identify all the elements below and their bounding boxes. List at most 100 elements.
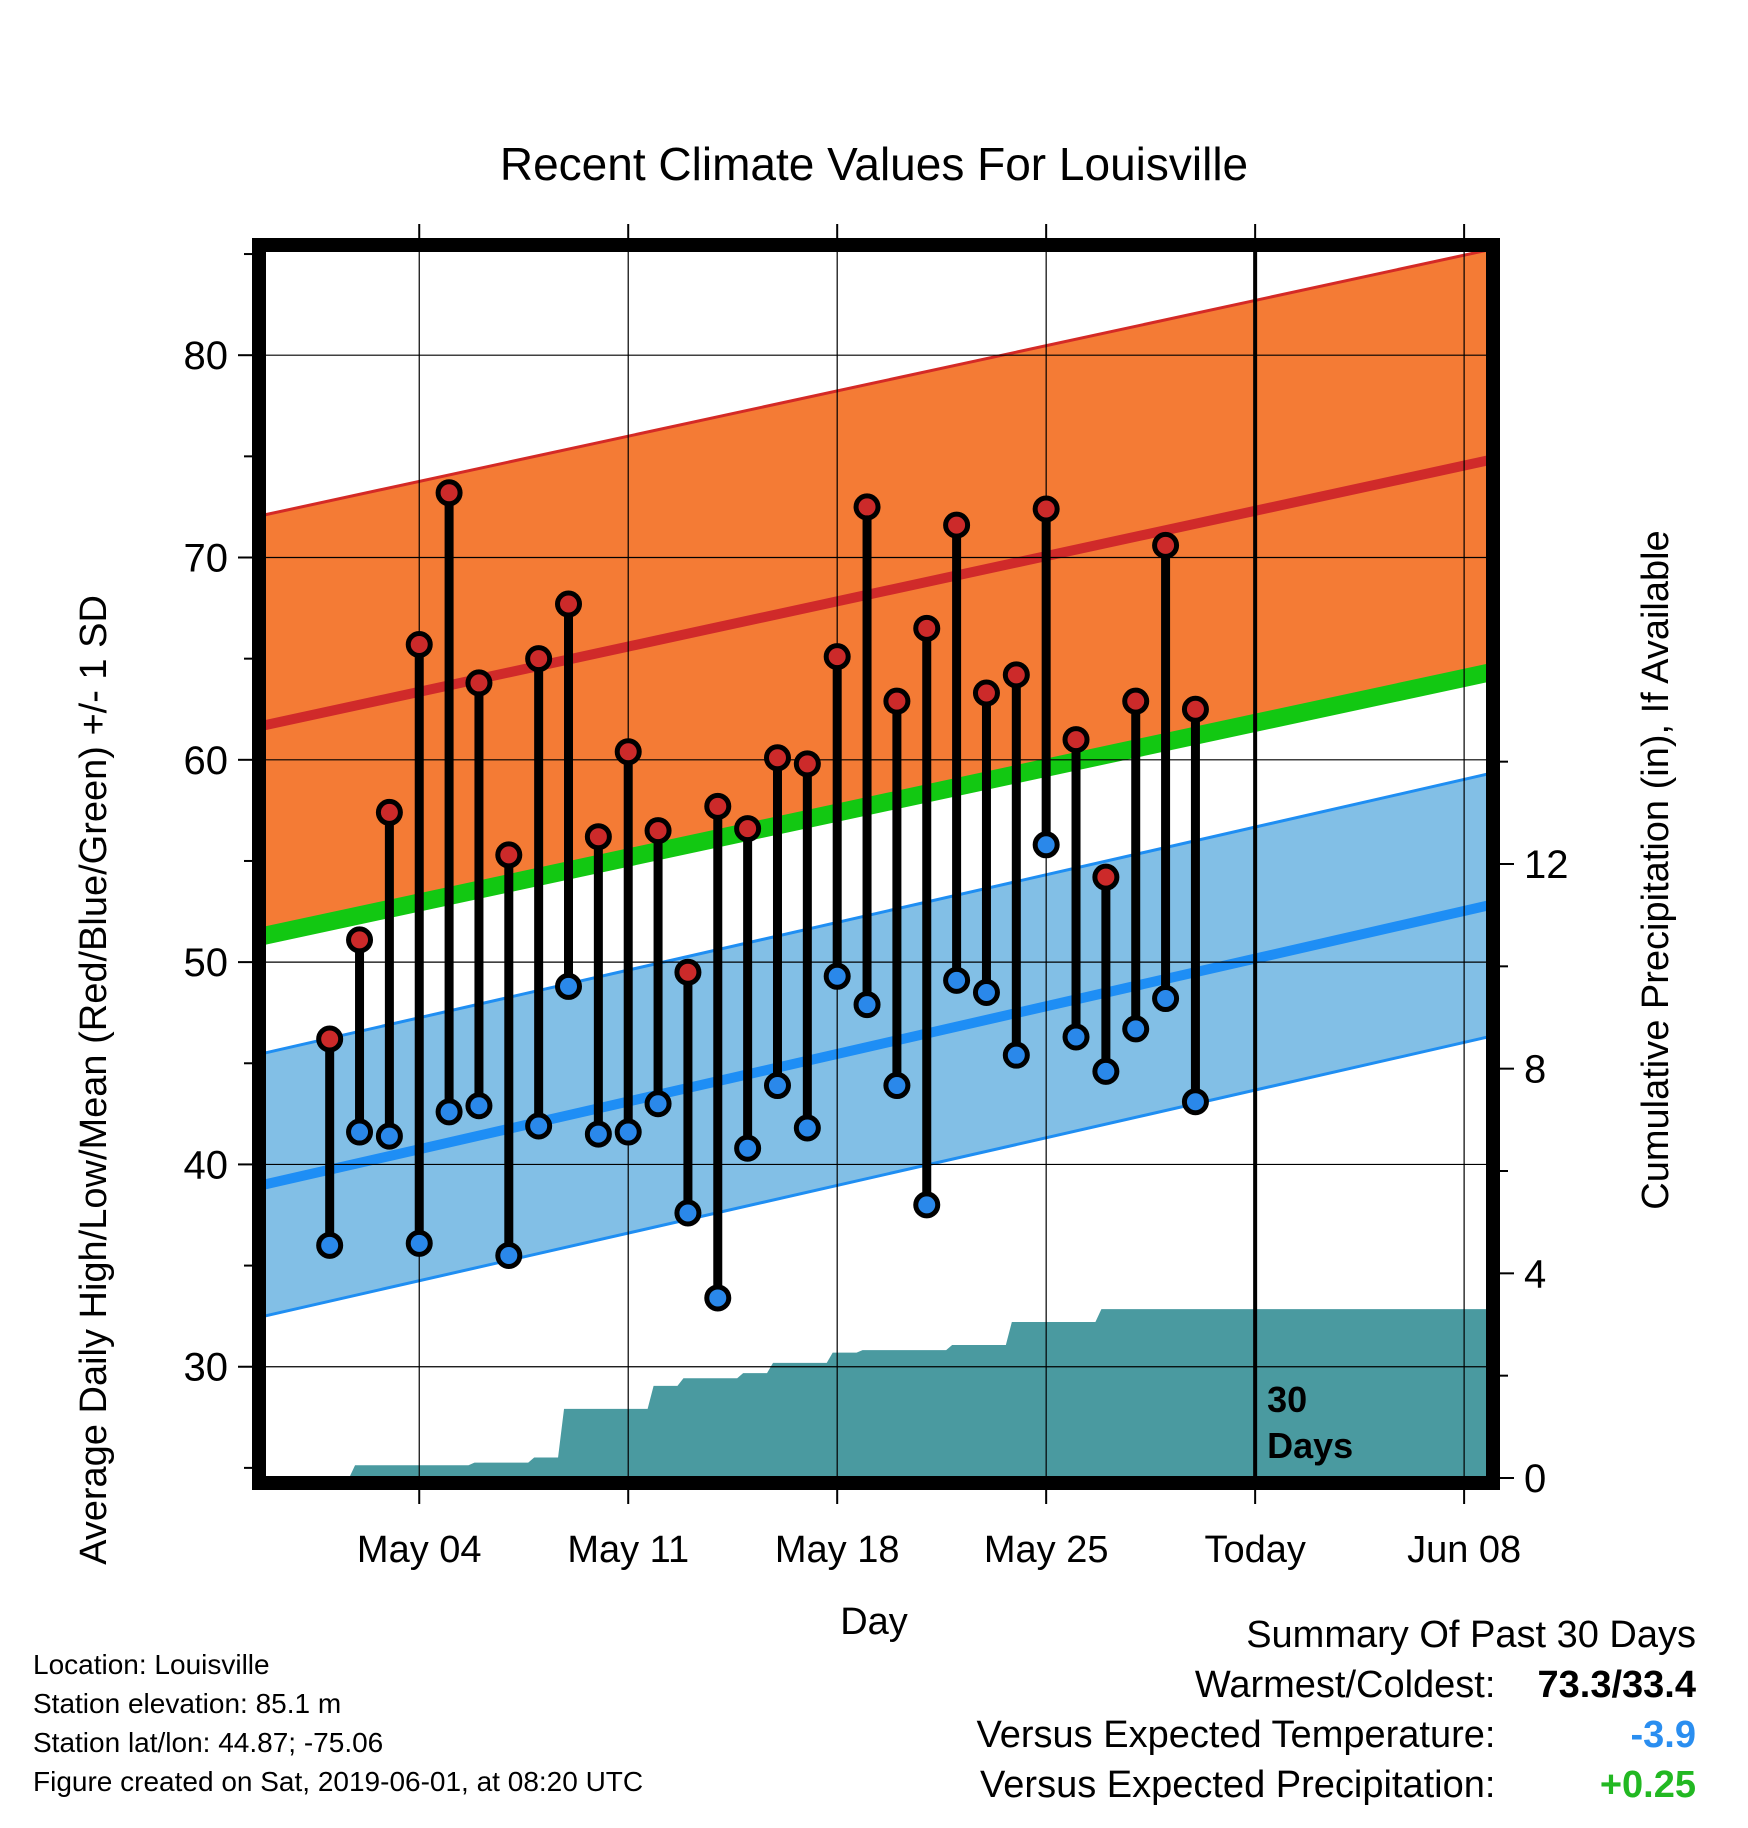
summary-temp-row: Versus Expected Temperature: -3.9 <box>977 1710 1696 1760</box>
plot-area: 30 Days 30 40 50 60 70 80 0 4 8 12 May 04 May 11 May 1… <box>184 224 1569 1571</box>
x-tick-label: May 18 <box>775 1529 900 1571</box>
high-point <box>346 926 374 954</box>
low-point <box>316 1231 344 1259</box>
high-point <box>883 687 911 715</box>
high-point <box>1062 726 1090 754</box>
high-upper-edge <box>263 248 1489 517</box>
elevation-text: Station elevation: 85.1 m <box>33 1688 342 1719</box>
high-point <box>435 479 463 507</box>
high-point <box>1181 695 1209 723</box>
low-point <box>883 1072 911 1100</box>
today-days-label: 30 <box>1267 1379 1307 1420</box>
high-point <box>644 817 672 845</box>
y2-tick-label: 4 <box>1524 1252 1546 1296</box>
x-tick-label: May 11 <box>567 1529 689 1571</box>
location-text: Location: Louisville <box>33 1649 270 1680</box>
x-tick-label: Jun 08 <box>1407 1529 1521 1571</box>
high-point <box>823 643 851 671</box>
plot-frame <box>252 238 1500 1490</box>
high-point <box>913 614 941 642</box>
y2-tick-label: 8 <box>1524 1048 1546 1092</box>
summary-heading: Summary Of Past 30 Days <box>1246 1614 1696 1656</box>
low-point <box>614 1118 642 1146</box>
created-text: Figure created on Sat, 2019-06-01, at 08… <box>33 1766 644 1797</box>
x-tick-label: Today <box>1204 1529 1305 1571</box>
low-point <box>734 1134 762 1162</box>
mean-normal-line <box>262 664 1490 945</box>
x-tick-label: May 25 <box>984 1529 1109 1571</box>
high-point <box>674 958 702 986</box>
high-point <box>704 792 732 820</box>
low-point <box>704 1284 732 1312</box>
low-point <box>1002 1041 1030 1069</box>
low-point <box>1032 831 1060 859</box>
y-tick-label: 40 <box>184 1143 229 1187</box>
precip-label: Versus Expected Precipitation: <box>980 1764 1496 1806</box>
high-point <box>1152 531 1180 559</box>
y-tick-label: 60 <box>184 739 229 783</box>
temp-label: Versus Expected Temperature: <box>976 1714 1496 1756</box>
low-point <box>555 972 583 1000</box>
low-point <box>1092 1057 1120 1085</box>
y-tick-label: 30 <box>184 1346 229 1390</box>
high-point <box>465 669 493 697</box>
low-point <box>972 978 1000 1006</box>
high-point <box>853 493 881 521</box>
warmest-label: Warmest/Coldest: <box>1194 1664 1496 1706</box>
low-point <box>674 1199 702 1227</box>
low-point <box>823 962 851 990</box>
low-point <box>1152 985 1180 1013</box>
summary-panel: Summary Of Past 30 Days Warmest/Coldest:… <box>977 1610 1696 1810</box>
low-point <box>763 1072 791 1100</box>
y-tick-label: 50 <box>184 941 229 985</box>
low-point <box>465 1092 493 1120</box>
low-point <box>1062 1023 1090 1051</box>
chart-title: Recent Climate Values For Louisville <box>500 138 1248 190</box>
summary-precip-row: Versus Expected Precipitation: +0.25 <box>977 1760 1696 1810</box>
low-normal-line <box>262 900 1490 1190</box>
y-tick-label: 70 <box>184 537 229 581</box>
high-point <box>614 738 642 766</box>
low-point <box>375 1122 403 1150</box>
low-point <box>495 1241 523 1269</box>
high-point <box>584 823 612 851</box>
x-axis-label: Day <box>840 1601 908 1643</box>
low-point <box>1122 1015 1150 1043</box>
low-point <box>943 966 971 994</box>
low-point <box>644 1090 672 1118</box>
high-point <box>375 798 403 826</box>
high-point <box>1002 661 1030 689</box>
high-point <box>405 630 433 658</box>
y-axis-label: Average Daily High/Low/Mean (Red/Blue/Gr… <box>73 595 115 1565</box>
high-point <box>525 645 553 673</box>
high-point <box>1122 687 1150 715</box>
low-point <box>1181 1088 1209 1116</box>
high-point <box>1092 863 1120 891</box>
y-tick-label: 80 <box>184 334 229 378</box>
high-point <box>555 590 583 618</box>
high-point <box>734 815 762 843</box>
high-point <box>972 679 1000 707</box>
low-upper-edge <box>263 772 1489 1055</box>
low-point <box>853 991 881 1019</box>
low-point <box>793 1114 821 1142</box>
low-point <box>405 1229 433 1257</box>
x-tick-label: May 04 <box>357 1529 482 1571</box>
high-point <box>316 1025 344 1053</box>
y2-tick-label: 0 <box>1524 1457 1546 1501</box>
precip-value: +0.25 <box>1599 1764 1696 1806</box>
high-point <box>495 841 523 869</box>
latlon-text: Station lat/lon: 44.87; -75.06 <box>33 1727 384 1758</box>
low-lower-edge <box>263 1035 1489 1318</box>
today-days-label: Days <box>1267 1425 1353 1466</box>
y2-axis-label: Cumulative Precipitation (in), If Availa… <box>1635 530 1677 1209</box>
station-info: Location: Louisville Station elevation: … <box>33 1645 643 1801</box>
high-point <box>1032 495 1060 523</box>
low-point <box>525 1112 553 1140</box>
high-point <box>943 511 971 539</box>
low-point <box>435 1098 463 1126</box>
high-point <box>793 750 821 778</box>
summary-warmest-row: Warmest/Coldest: 73.3/33.4 <box>977 1660 1696 1710</box>
precipitation-area <box>320 1309 1489 1478</box>
